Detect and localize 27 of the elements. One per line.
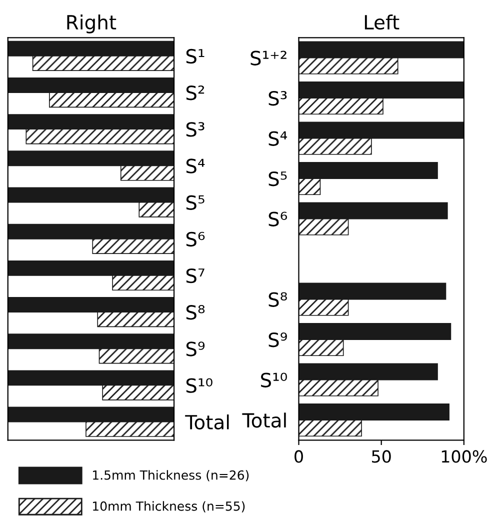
y-tick-label: S⁶: [186, 232, 205, 247]
y-tick-label: S⁸: [268, 292, 287, 307]
y-tick-label: S⁴: [186, 158, 205, 174]
y-tick-label: S¹⁰: [186, 378, 212, 393]
y-tick-label: S¹⁺²: [250, 50, 286, 66]
y-tick-label: S⁹: [186, 342, 205, 356]
y-tick-label: S⁸: [186, 305, 205, 320]
y-tick-label: S⁶: [268, 212, 288, 226]
y-tick-label: S³: [186, 122, 204, 137]
y-tick-label: S⁵: [268, 171, 287, 186]
y-tick-label: S⁹: [268, 332, 287, 348]
y-tick-label: S⁷: [186, 268, 204, 284]
x-tick-label: 0: [294, 450, 303, 463]
chart-title: Left: [364, 14, 400, 30]
y-tick-label: S⁵: [186, 195, 204, 210]
x-tick-label: 100%: [442, 450, 487, 463]
y-tick-label: S³: [268, 90, 287, 106]
y-tick-label: S¹: [186, 48, 204, 64]
legend-label: 1.5mm Thickness (n=26): [93, 470, 249, 482]
x-tick-label: 50: [372, 450, 391, 463]
y-tick-label: Total: [242, 412, 286, 428]
chart-title: Right: [67, 14, 116, 34]
y-tick-label: S²: [186, 86, 204, 100]
y-tick-label: S⁴: [268, 131, 288, 146]
y-tick-label: Total: [185, 414, 229, 430]
y-tick-label: S¹⁰: [260, 372, 287, 388]
legend-label: 10mm Thickness (n=55): [93, 501, 245, 512]
